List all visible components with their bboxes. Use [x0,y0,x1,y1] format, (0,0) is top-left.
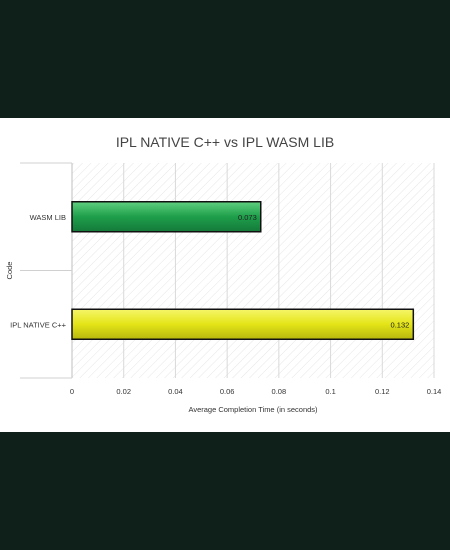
category-axis: WASM LIB IPL NATIVE C++ [10,162,73,379]
x-tick-label: 0.02 [116,387,131,396]
x-tick-labels: 0 0.02 0.04 0.06 0.08 0.1 0.12 0.14 [70,387,441,396]
x-axis-label: Average Completion Time (in seconds) [188,405,318,414]
x-tick-label: 0.06 [220,387,235,396]
bar [71,308,415,340]
bar-chart: IPL NATIVE C++ vs IPL WASM LIB WASM LIB I… [5,134,441,414]
x-tick-label: 0.08 [272,387,287,396]
x-tick-label: 0.12 [375,387,390,396]
gridlines [71,163,435,378]
category-label: WASM LIB [30,213,66,222]
x-tick-label: 0.14 [427,387,442,396]
category-label: IPL NATIVE C++ [10,320,66,329]
data-label: 0.073 [238,213,257,222]
data-label: 0.132 [391,320,410,329]
bars: 0.073 0.132 [71,201,415,340]
chart-title: IPL NATIVE C++ vs IPL WASM LIB [116,134,334,150]
x-tick-label: 0.1 [325,387,335,396]
y-axis-label: Code [5,262,14,280]
chart-panel: IPL NATIVE C++ vs IPL WASM LIB WASM LIB I… [0,118,450,432]
plot-area [72,163,434,378]
x-tick-label: 0 [70,387,74,396]
bar [71,201,262,233]
x-tick-label: 0.04 [168,387,183,396]
